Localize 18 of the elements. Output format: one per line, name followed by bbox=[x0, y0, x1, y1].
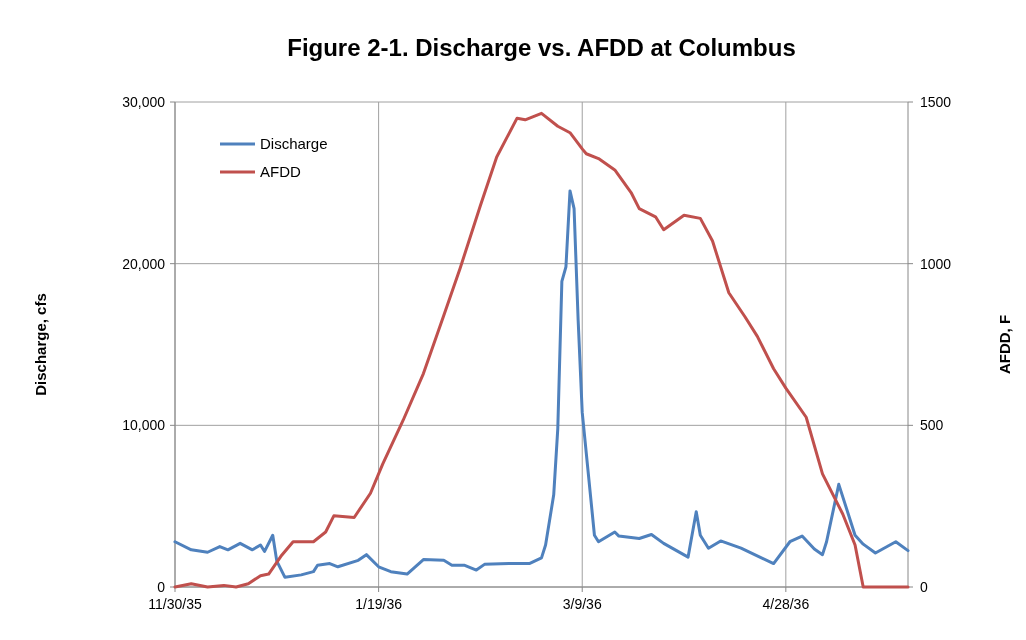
y-tick-label: 0 bbox=[157, 579, 166, 595]
x-tick-label: 1/19/36 bbox=[355, 596, 403, 612]
y-tick-label: 20,000 bbox=[122, 255, 166, 272]
chart-title: Figure 2-1. Discharge vs. AFDD at Columbus bbox=[287, 34, 796, 61]
y-tick-label: 30,000 bbox=[122, 94, 166, 110]
y2-tick-label: 0 bbox=[920, 579, 928, 595]
y-axis-title: Discharge, cfs bbox=[32, 293, 49, 396]
legend-label: Discharge bbox=[260, 135, 328, 152]
x-tick-label: 11/30/35 bbox=[148, 596, 202, 612]
x-tick-label: 3/9/36 bbox=[562, 596, 602, 612]
y2-tick-label: 1500 bbox=[920, 94, 952, 110]
y2-tick-label: 500 bbox=[920, 417, 944, 434]
line-series bbox=[173, 189, 910, 579]
y-tick-label: 10,000 bbox=[122, 417, 166, 434]
x-tick-label: 4/28/36 bbox=[762, 596, 810, 612]
legend-label: AFDD bbox=[260, 163, 301, 180]
y2-axis-title: AFDD, F bbox=[996, 314, 1013, 375]
y2-tick-label: 1000 bbox=[920, 255, 952, 272]
